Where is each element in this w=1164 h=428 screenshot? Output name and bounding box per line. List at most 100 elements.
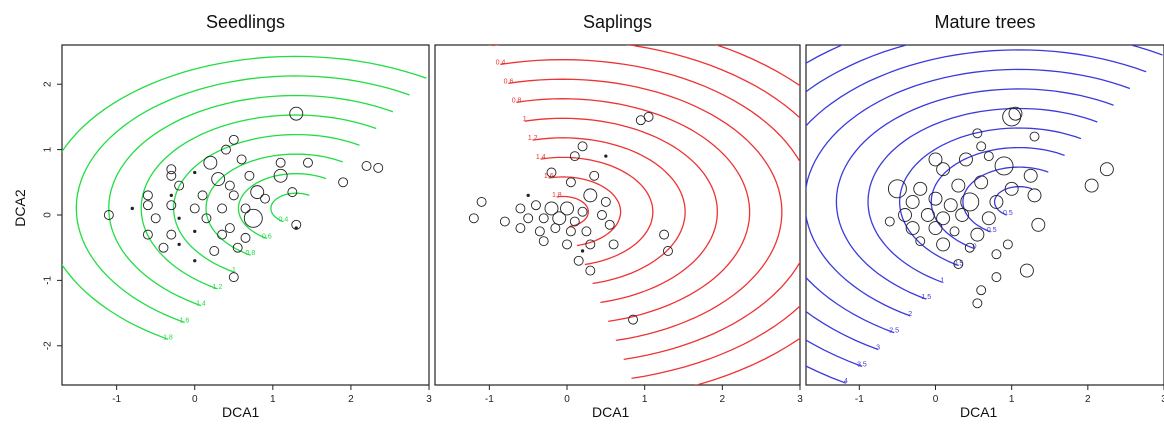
panel-seedlings: -1 0 1 2 3 -2 -1 0 1 2 0.4 0.6 0.8 1 1.2 1.4 1.6 1.8 [43,44,432,405]
sample-point [217,229,228,240]
sample-point [201,213,212,224]
x-axis-title-saplings: DCA1 [592,404,630,420]
plot-frame [61,44,430,386]
sample-point [565,177,576,188]
sample-point [583,188,598,203]
sample-point [142,200,153,211]
x-tick-label: 0 [564,394,570,405]
sample-point [240,203,251,214]
contour-label: -0.5 [985,227,997,234]
sample-point [915,236,926,247]
contour-label: 0.2 [488,40,498,47]
contour-line [540,156,654,266]
contour-line [516,98,751,323]
sample-point [936,211,951,226]
sample-point [228,134,239,145]
sample-point [981,211,996,226]
sample-point [209,246,220,256]
sample-point [1099,162,1114,177]
contour-line [508,78,783,342]
sample-point [193,259,197,263]
contour-line [898,127,1082,267]
sample-point [250,185,265,200]
panel-title-mature-trees: Mature trees [934,12,1036,32]
contour-label: 1 [523,116,527,123]
x-tick-label: 0 [933,394,939,405]
sample-point [970,227,985,242]
y-tick-label: -1 [43,276,54,285]
contour-line [835,88,1114,300]
contour-label: 4.5 [825,395,835,402]
y-tick-label: 0 [43,212,54,218]
x-tick-label: 3 [1161,394,1164,405]
sample-point [515,203,526,214]
contour-line [867,107,1098,283]
sample-point [562,239,572,250]
sample-point [887,179,907,199]
contour-label: 1.8 [163,334,173,341]
sample-points [884,106,1114,309]
contour-line [647,0,1164,400]
plot-frame [805,44,1164,386]
sample-point [581,226,592,237]
sample-point [1004,181,1019,196]
contour-label: 1.2 [213,284,223,291]
sample-point [905,221,920,236]
contour-line [492,45,800,380]
sample-point [928,221,943,236]
sample-point [373,162,384,173]
sample-point [544,201,559,216]
x-tick-label: 3 [426,394,432,405]
sample-point [260,193,270,204]
contour-line [930,146,1065,250]
contour-line [806,45,1163,351]
contour-line [993,186,1033,216]
sample-point [177,216,181,220]
sample-point [526,193,530,198]
contour-line [806,68,1131,317]
sample-point [193,229,197,233]
sample-point [920,208,935,222]
sample-point [1002,107,1022,127]
sample-point [953,259,964,269]
sample-point [1023,168,1038,183]
panel-title-seedlings: Seedlings [205,12,286,32]
sample-point [523,213,534,224]
sample-point [577,141,588,152]
contour-line [172,133,360,273]
contour-label: 4 [844,378,848,385]
x-tick-label: 3 [797,394,803,405]
contour-label: 0.6 [504,78,514,85]
contour-line [75,75,410,324]
sample-point [974,175,989,190]
sample-point [166,164,177,175]
contour-line [532,137,686,285]
sample-point [158,242,169,253]
contour-label: 0.5 [954,260,964,267]
sample-point [976,285,987,296]
sample-point [166,200,177,211]
sample-point [1002,239,1013,250]
panel-title-saplings: Saplings [582,12,653,32]
contour-lines: 0.4 0.6 0.8 1 1.2 1.4 1.6 1.8 [62,55,427,341]
sample-point [959,152,973,167]
contour-label: 1 [232,267,236,274]
contour-line [694,45,800,385]
sample-point [361,161,372,171]
sample-point [189,203,200,214]
contour-line [524,117,718,304]
contour-label: 0.4 [496,59,506,66]
sample-point [573,255,584,266]
contour-line [806,49,1147,334]
contour-line [500,59,800,361]
sample-point [955,208,970,222]
sample-point [577,206,588,217]
contour-line [962,166,1049,233]
sample-point [884,216,895,227]
sample-point [1084,178,1099,193]
contour-label: 0.8 [512,97,522,104]
contour-label: 1.4 [196,301,206,308]
plot-frame [434,44,801,386]
sample-point [174,180,185,191]
sample-point [589,170,600,181]
